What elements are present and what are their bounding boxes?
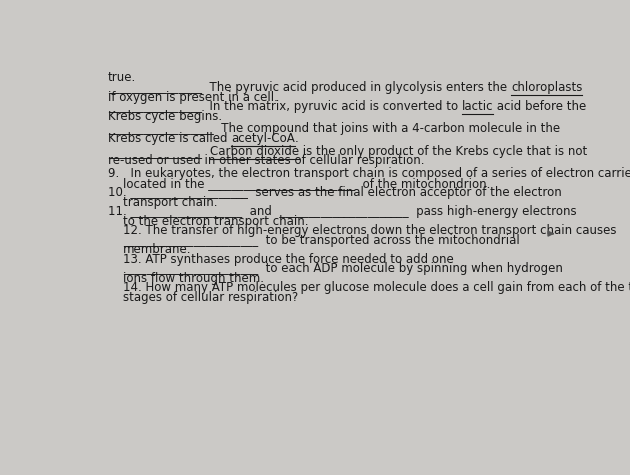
Text: to the electron transport chain.: to the electron transport chain. — [123, 215, 308, 228]
Text: 12. The transfer of high-energy electrons down the electron transport chain caus: 12. The transfer of high-energy electron… — [123, 224, 616, 237]
Text: ________________  In the matrix, pyruvic acid is converted to: ________________ In the matrix, pyruvic … — [108, 100, 462, 113]
Text: Krebs cycle begins.: Krebs cycle begins. — [108, 110, 222, 123]
Text: transport chain.: transport chain. — [123, 196, 217, 209]
Text: ________________  The pyruvic acid produced in glycolysis enters the: ________________ The pyruvic acid produc… — [108, 81, 511, 94]
Text: acetyl-CoA: acetyl-CoA — [231, 132, 295, 145]
Text: stages of cellular respiration?: stages of cellular respiration? — [123, 291, 298, 304]
Text: re-used or used in other states of cellular respiration.: re-used or used in other states of cellu… — [108, 154, 425, 167]
Text: located in the _________________________  of the mitochondrion.: located in the _________________________… — [123, 177, 490, 190]
Text: lactic: lactic — [462, 100, 493, 113]
Text: chloroplasts: chloroplasts — [511, 81, 582, 94]
Text: acid before the: acid before the — [493, 100, 587, 113]
Text: true.: true. — [108, 71, 136, 84]
Text: __________________  The compound that joins with a 4-carbon molecule in the: __________________ The compound that joi… — [108, 123, 560, 135]
Text: 9.   In eukaryotes, the electron transport chain is composed of a series of elec: 9. In eukaryotes, the electron transport… — [108, 167, 630, 180]
Text: Krebs cycle is called: Krebs cycle is called — [108, 132, 231, 145]
Text: ions flow through them.: ions flow through them. — [123, 272, 264, 285]
Text: 14. How many ATP molecules per glucose molecule does a cell gain from each of th: 14. How many ATP molecules per glucose m… — [123, 281, 630, 294]
Text: if oxygen is present in a cell.: if oxygen is present in a cell. — [108, 91, 278, 104]
Text: .: . — [295, 132, 299, 145]
Text: 11. ___________________  and  ______________________  pass high-energy electrons: 11. ___________________ and ____________… — [108, 205, 576, 218]
Text: Carbon dioxide: Carbon dioxide — [210, 145, 299, 158]
Text: is the only product of the Krebs cycle that is not: is the only product of the Krebs cycle t… — [299, 145, 587, 158]
Text: ________________: ________________ — [108, 145, 210, 158]
Text: 10. ____________________  serves as the final electron acceptor of the electron: 10. ____________________ serves as the f… — [108, 186, 562, 199]
Text: membrane.: membrane. — [123, 243, 191, 256]
Text: _______________________  to each ADP molecule by spinning when hydrogen: _______________________ to each ADP mole… — [123, 262, 563, 275]
Text: 13. ATP synthases produce the force needed to add one: 13. ATP synthases produce the force need… — [123, 253, 454, 266]
Text: _______________________  to be transported across the mitochondrial: _______________________ to be transporte… — [123, 234, 520, 247]
